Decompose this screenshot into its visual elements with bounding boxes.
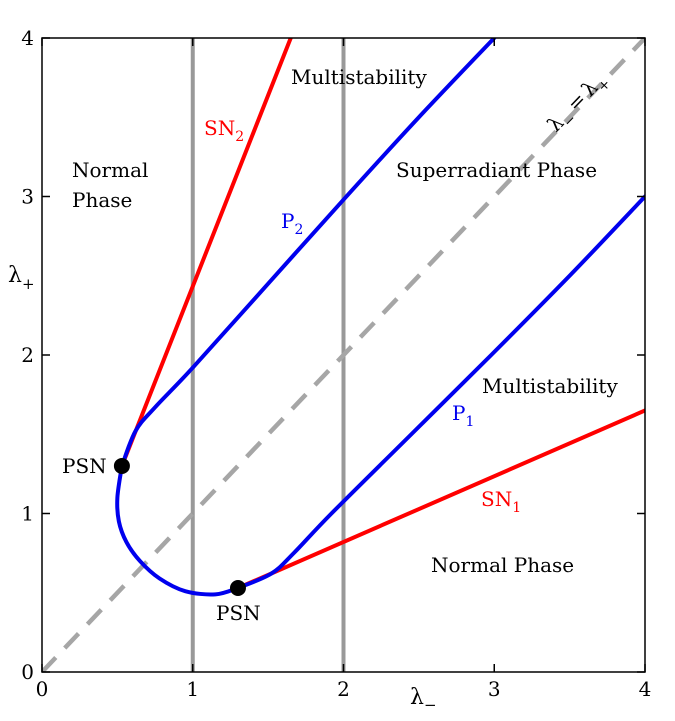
plot-data-layer xyxy=(42,38,645,672)
tick-layer: 0 1 2 3 4 0 1 2 3 4 xyxy=(21,26,651,701)
y-axis-label: λ+ xyxy=(8,263,35,293)
psn-point xyxy=(113,457,130,474)
y-tick-label: 4 xyxy=(21,26,34,50)
x-tick-label: 2 xyxy=(337,677,350,701)
normal-phase-label-left-1: Normal xyxy=(72,158,148,182)
sn1-curve xyxy=(235,408,645,590)
p2-label: P2 xyxy=(281,209,303,238)
y-tick-label: 0 xyxy=(21,660,34,684)
x-tick-label: 0 xyxy=(36,677,49,701)
x-tick-label: 3 xyxy=(488,677,501,701)
multistability-label-top: Multistability xyxy=(291,65,427,89)
p1-curve xyxy=(235,194,645,590)
normal-phase-label-left-2: Phase xyxy=(72,188,132,212)
normal-phase-label-bottom: Normal Phase xyxy=(431,553,574,577)
point-layer xyxy=(113,457,246,596)
y-tick-label: 3 xyxy=(21,185,34,209)
p2-curve xyxy=(119,38,497,468)
x-axis-label: λ− xyxy=(410,685,437,714)
psn-label-lower: PSN xyxy=(216,601,261,625)
y-tick-label: 1 xyxy=(21,502,34,526)
y-tick-label: 2 xyxy=(21,343,34,367)
diagonal-label: λ−=λ+ xyxy=(542,67,614,140)
pitchfork-loop-curve xyxy=(115,463,240,597)
x-tick-label: 1 xyxy=(186,677,199,701)
p1-label: P1 xyxy=(452,401,474,430)
sn2-curve xyxy=(119,38,293,468)
superradiant-phase-label: Superradiant Phase xyxy=(396,158,597,182)
sn1-label: SN1 xyxy=(481,487,521,516)
psn-label-upper: PSN xyxy=(62,454,107,478)
psn-point xyxy=(229,579,246,596)
sn2-label: SN2 xyxy=(204,116,244,145)
x-tick-label: 4 xyxy=(639,677,652,701)
multistability-label-right: Multistability xyxy=(482,374,618,398)
